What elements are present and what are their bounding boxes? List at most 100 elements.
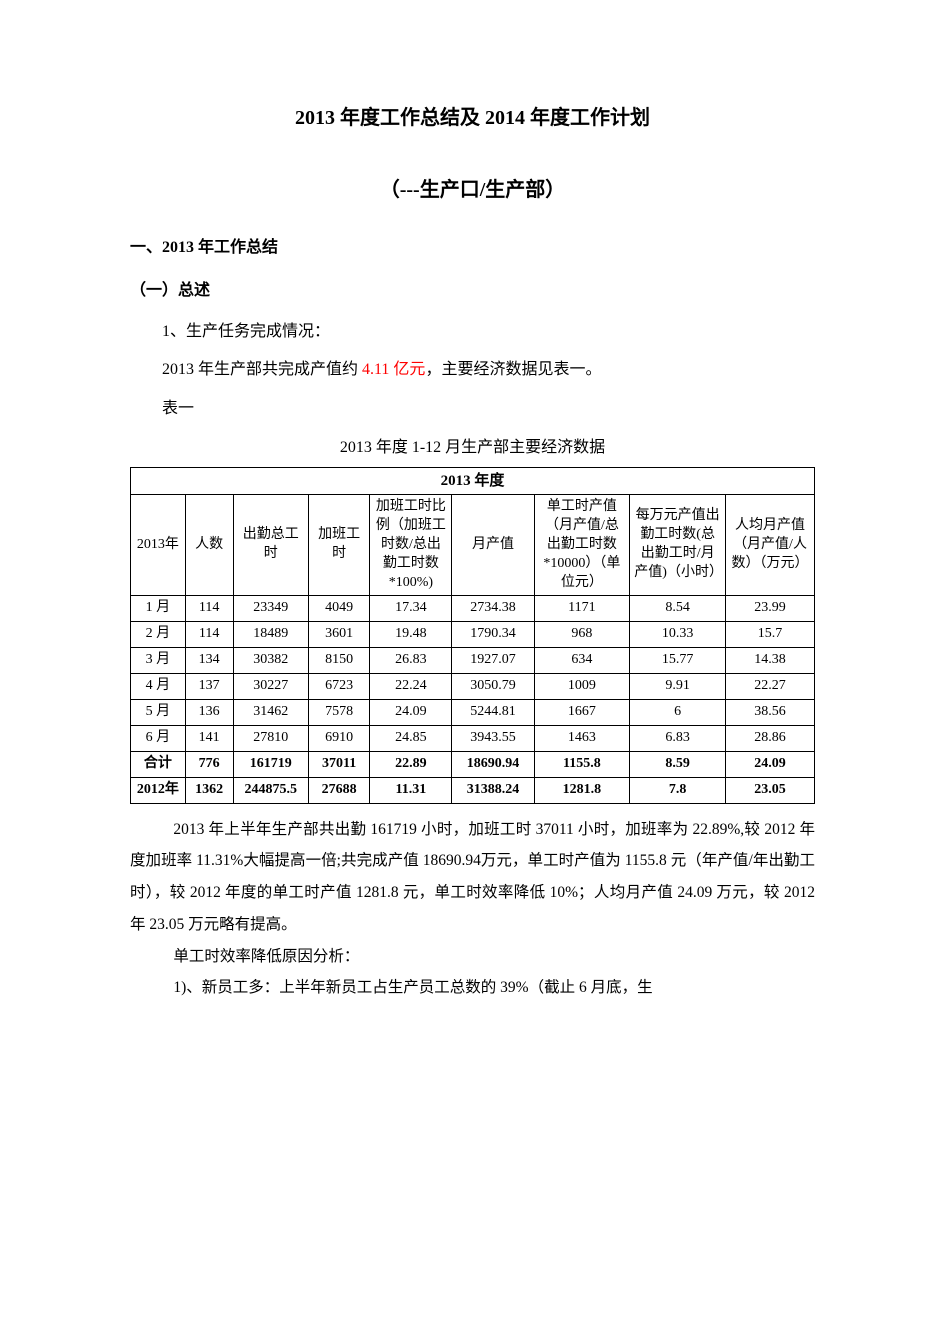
cell: 31462 [233,700,308,726]
cell: 137 [185,674,233,700]
cell: 合计 [131,751,186,777]
cell: 634 [534,648,630,674]
cell: 8.59 [630,751,726,777]
cell: 114 [185,622,233,648]
cell: 31388.24 [452,777,534,803]
cell: 18690.94 [452,751,534,777]
table-ref-label: 表一 [130,395,815,424]
cell: 1281.8 [534,777,630,803]
cell: 5244.81 [452,700,534,726]
paragraph-reason-heading: 单工时效率降低原因分析： [130,941,815,973]
cell: 5 月 [131,700,186,726]
cell: 19.48 [370,622,452,648]
cell: 38.56 [726,700,815,726]
cell: 8.54 [630,596,726,622]
table-year-header-cell: 2013 年度 [131,467,815,494]
cell: 23349 [233,596,308,622]
cell: 24.09 [726,751,815,777]
cell: 30382 [233,648,308,674]
cell: 2734.38 [452,596,534,622]
cell: 23.05 [726,777,815,803]
cell: 6910 [308,725,370,751]
cell: 7578 [308,700,370,726]
cell: 1790.34 [452,622,534,648]
table-year-header-row: 2013 年度 [131,467,815,494]
col-header-people: 人数 [185,495,233,596]
cell: 15.77 [630,648,726,674]
cell: 3 月 [131,648,186,674]
cell: 3050.79 [452,674,534,700]
col-header-hours-per-10k: 每万元产值出勤工时数(总出勤工时/月产值)（小时） [630,495,726,596]
cell: 4 月 [131,674,186,700]
cell: 28.86 [726,725,815,751]
text-post: ，主要经济数据见表一。 [425,361,601,378]
cell: 2 月 [131,622,186,648]
cell: 24.85 [370,725,452,751]
paragraph-output-value: 2013 年生产部共完成产值约 4.11 亿元，主要经济数据见表一。 [130,356,815,385]
heading-level-2: （一）总述 [130,277,815,306]
cell: 1155.8 [534,751,630,777]
economic-data-table: 2013 年度 2013年 人数 出勤总工时 加班工时 加班工时比例（加班工时数… [130,467,815,804]
cell: 4049 [308,596,370,622]
cell: 24.09 [370,700,452,726]
cell: 6723 [308,674,370,700]
cell: 9.91 [630,674,726,700]
cell: 114 [185,596,233,622]
cell: 7.8 [630,777,726,803]
cell: 10.33 [630,622,726,648]
highlight-value: 4.11 亿元 [362,361,425,378]
cell: 8150 [308,648,370,674]
text-pre: 2013 年生产部共完成产值约 [162,361,362,378]
col-header-month: 2013年 [131,495,186,596]
col-header-month-value: 月产值 [452,495,534,596]
document-title: 2013 年度工作总结及 2014 年度工作计划 [130,100,815,136]
table-row: 1 月 114 23349 4049 17.34 2734.38 1171 8.… [131,596,815,622]
cell: 776 [185,751,233,777]
cell: 22.24 [370,674,452,700]
table-row: 4 月 137 30227 6723 22.24 3050.79 1009 9.… [131,674,815,700]
table-row: 2 月 114 18489 3601 19.48 1790.34 968 10.… [131,622,815,648]
cell: 27688 [308,777,370,803]
col-header-unit-hour-value: 单工时产值（月产值/总出勤工时数*10000）（单位元） [534,495,630,596]
cell: 134 [185,648,233,674]
cell: 30227 [233,674,308,700]
cell: 1463 [534,725,630,751]
cell: 968 [534,622,630,648]
cell: 1171 [534,596,630,622]
table-total-row: 合计 776 161719 37011 22.89 18690.94 1155.… [131,751,815,777]
cell: 3943.55 [452,725,534,751]
col-header-per-capita: 人均月产值（月产值/人数）（万元） [726,495,815,596]
cell: 37011 [308,751,370,777]
cell: 6 月 [131,725,186,751]
cell: 11.31 [370,777,452,803]
cell: 23.99 [726,596,815,622]
cell: 22.89 [370,751,452,777]
paragraph-task-status: 1、生产任务完成情况： [130,318,815,347]
cell: 6.83 [630,725,726,751]
cell: 1667 [534,700,630,726]
table-row: 3 月 134 30382 8150 26.83 1927.07 634 15.… [131,648,815,674]
cell: 1009 [534,674,630,700]
cell: 136 [185,700,233,726]
cell: 161719 [233,751,308,777]
table-reference-row: 2012年 1362 244875.5 27688 11.31 31388.24… [131,777,815,803]
heading-level-1: 一、2013 年工作总结 [130,234,815,263]
cell: 26.83 [370,648,452,674]
cell: 27810 [233,725,308,751]
cell: 18489 [233,622,308,648]
cell: 1 月 [131,596,186,622]
table-row: 5 月 136 31462 7578 24.09 5244.81 1667 6 … [131,700,815,726]
cell: 22.27 [726,674,815,700]
cell: 1927.07 [452,648,534,674]
paragraph-analysis-summary: 2013 年上半年生产部共出勤 161719 小时，加班工时 37011 小时，… [130,814,815,941]
cell: 15.7 [726,622,815,648]
paragraph-reason-item-1: 1)、新员工多：上半年新员工占生产员工总数的 39%（截止 6 月底，生 [130,972,815,1004]
cell: 2012年 [131,777,186,803]
cell: 1362 [185,777,233,803]
col-header-overtime-ratio: 加班工时比例（加班工时数/总出勤工时数*100%) [370,495,452,596]
table-row: 6 月 141 27810 6910 24.85 3943.55 1463 6.… [131,725,815,751]
document-subtitle: （---生产口/生产部） [130,172,815,208]
table-column-header-row: 2013年 人数 出勤总工时 加班工时 加班工时比例（加班工时数/总出勤工时数*… [131,495,815,596]
cell: 3601 [308,622,370,648]
cell: 244875.5 [233,777,308,803]
